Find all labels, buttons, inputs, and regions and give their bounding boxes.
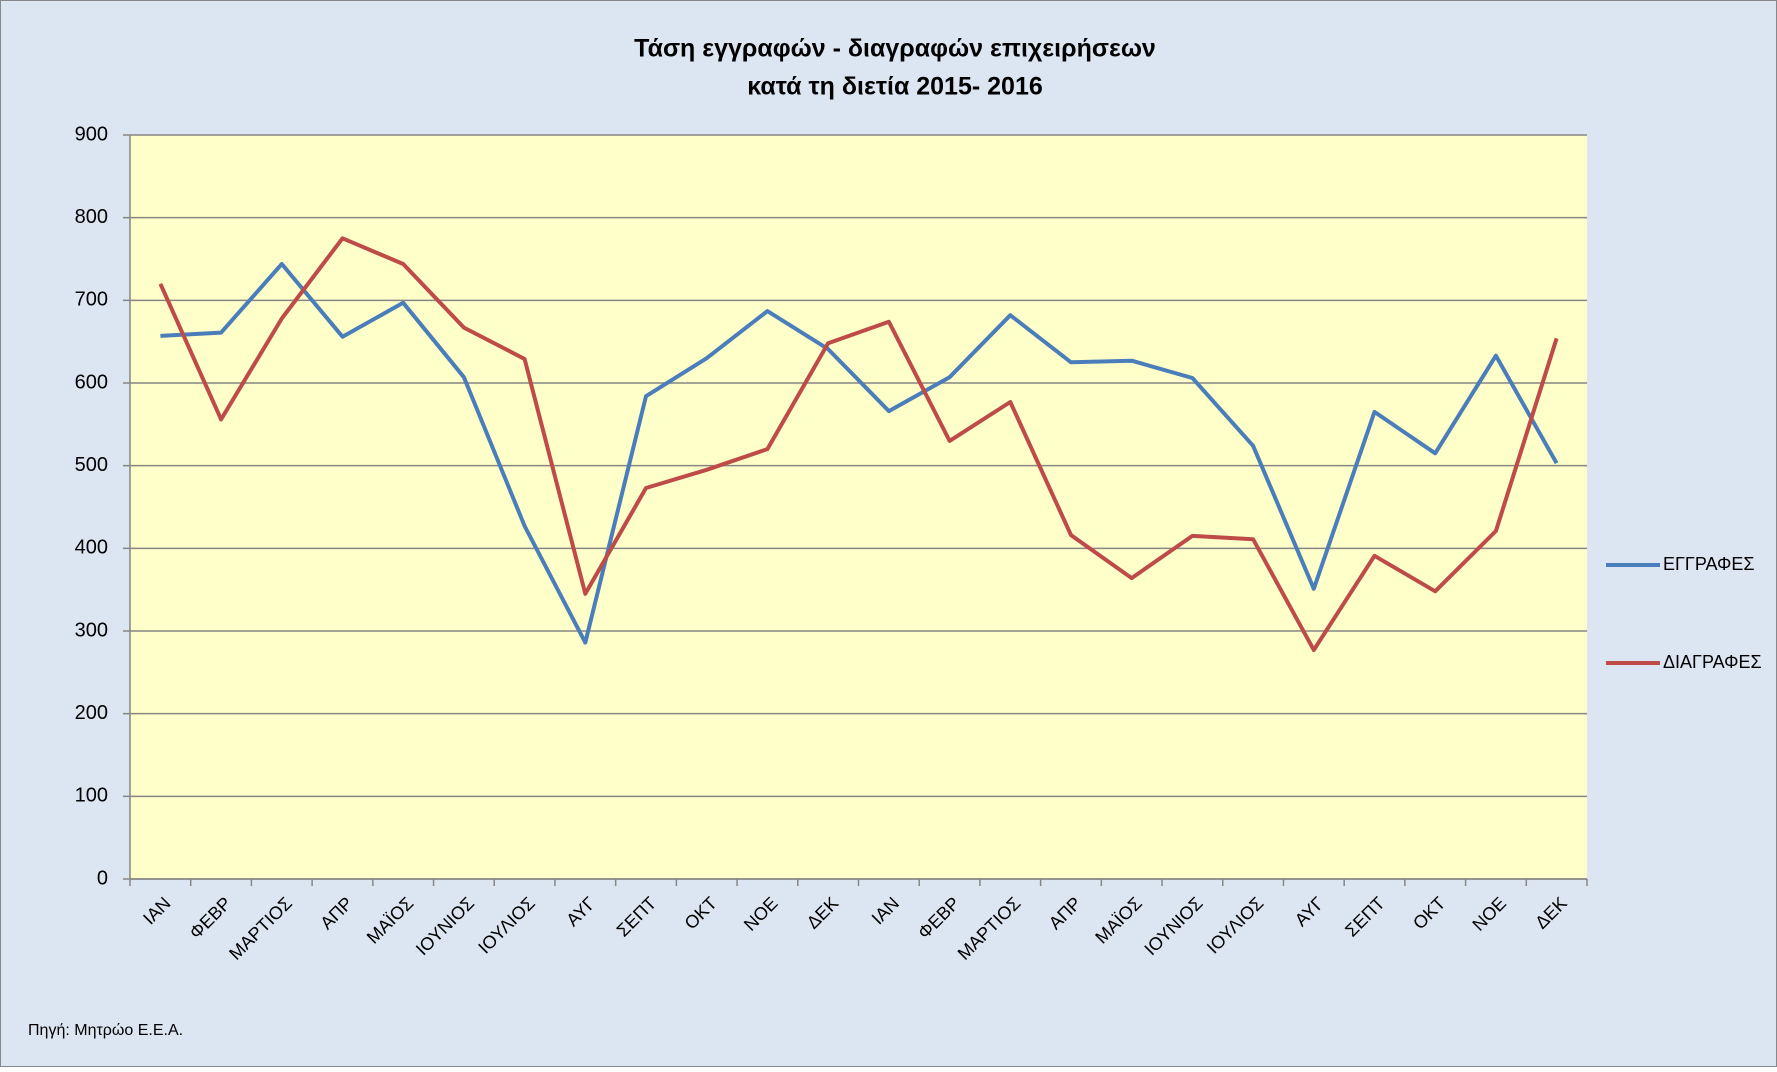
y-tick-label: 200 [75, 702, 108, 724]
y-tick-label: 800 [75, 206, 108, 228]
line-series [160, 262, 1559, 645]
y-tick-label: 300 [75, 619, 108, 641]
y-tick-label: 500 [75, 454, 108, 476]
y-tick-label: 700 [75, 289, 108, 311]
plot-area [130, 135, 1587, 879]
source-note: Πηγή: Μητρώο Ε.Ε.Α. [28, 1022, 183, 1039]
legend-label: ΔΙΑΓΡΑΦΕΣ [1663, 652, 1762, 672]
y-tick-label: 0 [97, 867, 108, 889]
y-tick-label: 100 [75, 785, 108, 807]
line-series [158, 236, 1559, 652]
y-tick-label: 400 [75, 537, 108, 559]
y-tick-label: 900 [75, 123, 108, 145]
chart-title: Τάση εγγραφών - διαγραφών επιχειρήσεων [634, 35, 1156, 63]
legend-label: ΕΓΓΡΑΦΕΣ [1663, 554, 1755, 574]
chart-title: κατά τη διετία 2015- 2016 [747, 73, 1043, 101]
y-tick-label: 600 [75, 371, 108, 393]
